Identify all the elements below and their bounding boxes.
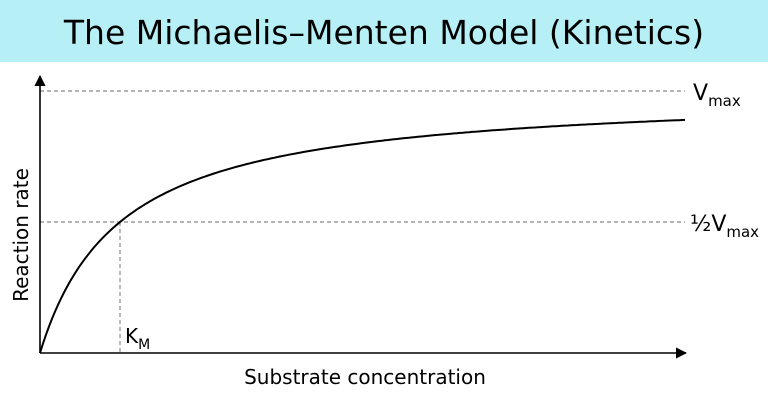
y-axis-label: Reaction rate xyxy=(9,168,33,302)
title-banner xyxy=(0,0,768,62)
half-vmax-label: ½Vmax xyxy=(690,212,759,241)
vmax-label: Vmax xyxy=(693,81,741,110)
x-axis-label: Substrate concentration xyxy=(244,365,486,389)
rate-curve xyxy=(39,118,686,354)
title: The Michaelis–Menten Model (Kinetics) xyxy=(63,13,704,52)
km-label: KM xyxy=(125,324,150,353)
